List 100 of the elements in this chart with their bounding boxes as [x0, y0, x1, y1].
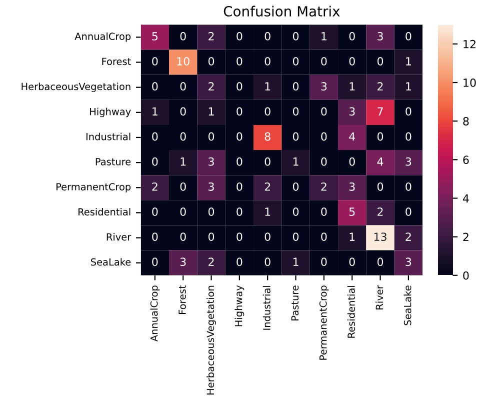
data-label: 0 — [292, 32, 299, 40]
data-label: 1 — [322, 32, 326, 40]
x-tick-label: HerbaceousVegetation — [206, 286, 216, 394]
chart-title: Confusion Matrix — [224, 6, 340, 17]
data-label: 0 — [292, 232, 299, 241]
data-label: 0 — [406, 32, 412, 40]
data-label: 0 — [208, 232, 214, 241]
data-label: 0 — [208, 57, 214, 66]
y-tick-label: HerbaceousVegetation — [22, 82, 130, 92]
data-label: 0 — [180, 32, 186, 40]
data-label: 4 — [377, 158, 384, 166]
data-label: 0 — [292, 82, 299, 91]
data-label: 3 — [378, 32, 383, 40]
data-label: 0 — [208, 132, 214, 141]
data-label: 0 — [152, 82, 158, 91]
data-label: 0 — [349, 57, 355, 66]
color-bar-label: 8 — [463, 117, 469, 126]
data-label: 0 — [264, 232, 270, 241]
color-bar-label: 6 — [463, 156, 469, 164]
data-label: 1 — [293, 158, 298, 166]
data-label: 0 — [406, 208, 412, 216]
color-bar-label: 12 — [464, 40, 476, 48]
data-label: 5 — [152, 32, 158, 40]
data-label: 0 — [292, 57, 299, 66]
data-label: 1 — [180, 158, 186, 166]
data-label: 5 — [349, 208, 355, 216]
data-label: 3 — [180, 258, 186, 266]
y-tick-label: Pasture — [96, 158, 131, 166]
data-label: 0 — [349, 157, 355, 166]
data-label: 1 — [350, 232, 355, 241]
data-label: 1 — [293, 258, 298, 266]
data-label: 0 — [236, 182, 242, 191]
data-label: 0 — [264, 107, 270, 116]
x-tick-label: Forest — [178, 285, 186, 314]
data-label: 0 — [180, 182, 186, 191]
data-label: 0 — [236, 32, 242, 40]
data-label: 0 — [236, 107, 242, 116]
data-label: 0 — [208, 208, 214, 216]
data-label: 8 — [264, 132, 270, 141]
data-label: 0 — [321, 107, 327, 116]
data-label: 1 — [350, 82, 355, 90]
y-tick-label: SeaLake — [91, 258, 131, 266]
data-label: 10 — [177, 57, 190, 66]
x-tick-label: Highway — [234, 285, 244, 326]
data-label: 3 — [406, 258, 412, 266]
data-label: 2 — [406, 232, 411, 241]
data-label: 0 — [406, 182, 412, 191]
data-label: 1 — [265, 82, 270, 90]
data-label: 0 — [292, 208, 299, 216]
data-label: 0 — [406, 132, 412, 141]
data-label: 2 — [208, 258, 214, 266]
data-label: 0 — [236, 208, 242, 216]
data-label: 0 — [321, 258, 327, 266]
data-label: 0 — [152, 208, 158, 216]
y-tick-label: Highway — [90, 108, 131, 118]
data-label: 0 — [321, 57, 327, 66]
data-label: 2 — [152, 182, 158, 191]
data-label: 1 — [152, 107, 158, 116]
data-label: 1 — [208, 107, 214, 116]
color-bar-label: 2 — [463, 232, 468, 242]
data-label: 1 — [406, 57, 411, 66]
data-label: 3 — [208, 157, 214, 166]
y-tick-label: River — [106, 233, 132, 241]
data-label: 3 — [406, 157, 412, 166]
data-label: 0 — [180, 82, 186, 91]
data-label: 0 — [236, 157, 242, 166]
data-label: 0 — [236, 258, 242, 266]
data-label: 0 — [180, 232, 186, 241]
color-bar-label: 0 — [463, 271, 469, 280]
data-label: 0 — [152, 157, 158, 166]
x-tick-label: SeaLake — [404, 286, 412, 326]
data-label: 0 — [406, 107, 412, 116]
data-label: 1 — [265, 208, 270, 216]
color-bar-label: 10 — [464, 78, 476, 87]
data-label: 0 — [264, 32, 270, 40]
data-label: 0 — [321, 208, 327, 216]
data-label: 0 — [377, 258, 384, 266]
data-label: 3 — [349, 107, 355, 116]
y-tick-label: AnnualCrop — [74, 32, 131, 42]
data-label: 2 — [208, 32, 214, 40]
data-label: 0 — [264, 57, 270, 66]
data-label: 0 — [152, 57, 158, 66]
data-label: 3 — [321, 82, 327, 91]
data-label: 0 — [236, 57, 242, 66]
data-label: 0 — [180, 132, 186, 141]
data-label: 3 — [349, 182, 355, 191]
data-label: 2 — [208, 82, 214, 90]
data-label: 0 — [236, 132, 242, 141]
data-label: 0 — [321, 157, 327, 166]
data-label: 0 — [321, 232, 327, 241]
data-label: 0 — [180, 208, 186, 216]
data-label: 0 — [377, 57, 384, 66]
x-tick-label: PermanentCrop — [319, 286, 329, 360]
data-label: 13 — [374, 232, 386, 241]
data-label: 0 — [236, 232, 242, 241]
data-label: 2 — [378, 208, 383, 216]
x-tick-label: Residential — [347, 286, 355, 338]
color-bar-label: 4 — [462, 194, 469, 202]
x-tick-label: River — [376, 285, 384, 310]
data-label: 0 — [292, 132, 299, 141]
